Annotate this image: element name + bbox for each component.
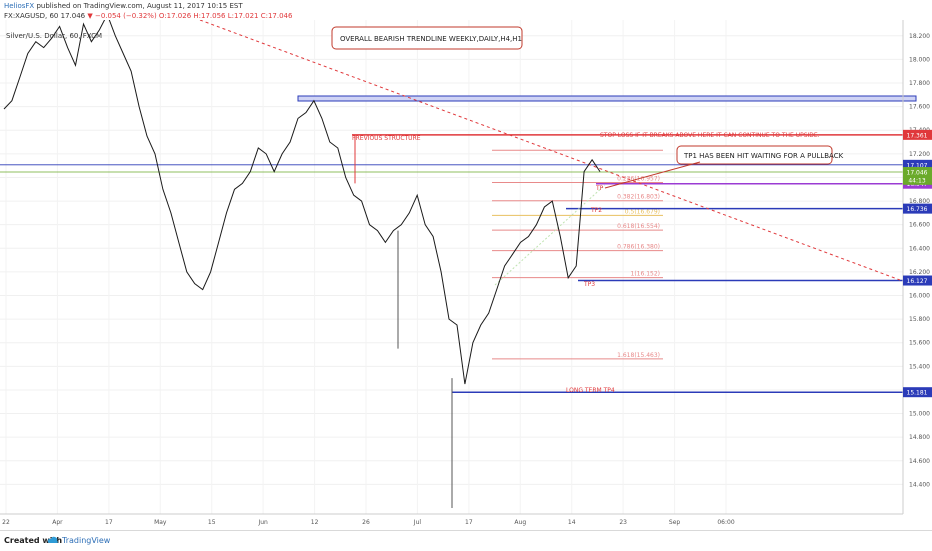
tp1-pointer [604, 161, 701, 189]
price-series [3, 20, 601, 385]
x-tick-label: 22 [2, 519, 10, 526]
price-tag-label: 15.181 [907, 390, 928, 397]
price-tag-label: 16.127 [907, 278, 928, 285]
x-tick-label: 26 [362, 519, 370, 526]
tp2-label: TP2 [590, 207, 602, 214]
x-tick-label: 15 [208, 519, 216, 526]
x-tick-label: 12 [311, 519, 319, 526]
fib-diagonal [494, 184, 606, 286]
price-chart[interactable]: 0.236(16.957)0.382(16.803)0.5(16.679)0.6… [0, 20, 932, 530]
y-tick-label: 15.600 [909, 340, 930, 347]
y-tick-label: 17.800 [909, 80, 930, 87]
created-with: Created with [4, 536, 63, 545]
y-tick-label: 16.400 [909, 245, 930, 252]
stop-loss-label: STOP LOSS IF IT BREAKS ABOVE HERE IT CAN… [600, 132, 820, 139]
fib-label: 0.382(16.803) [617, 194, 660, 201]
y-tick-label: 15.400 [909, 363, 930, 370]
x-tick-label: 14 [568, 519, 576, 526]
resistance-zone [297, 95, 917, 102]
series-title: Silver/U.S. Dollar, 60, FXCM [6, 32, 102, 40]
y-tick-label: 14.400 [909, 481, 930, 488]
fib-label: 0.618(16.554) [617, 223, 660, 230]
tp1-callout: TP1 HAS BEEN HIT WAITING FOR A PULLBACK [683, 152, 844, 160]
tradingview-brand[interactable]: TradingView [62, 536, 111, 545]
chart-header: HeliosFX published on TradingView.com, A… [0, 0, 932, 22]
trendline-callout: OVERALL BEARISH TRENDLINE WEEKLY,DAILY,H… [340, 35, 522, 43]
x-tick-label: Aug [514, 519, 526, 526]
long-term-tp-label: LONG TERM TP4 [566, 387, 615, 394]
footer: Created with TradingView [0, 530, 932, 551]
down-arrow-icon: ▼ [87, 12, 93, 20]
bearish-trendline [199, 20, 901, 281]
fib-label: 0.786(16.380) [617, 244, 660, 251]
price-tag-label: 17.046 [907, 170, 928, 177]
publish-info: published on TradingView.com, August 11,… [36, 2, 243, 10]
y-tick-label: 17.600 [909, 104, 930, 111]
x-tick-label: 17 [465, 519, 473, 526]
symbol-line: FX:XAGUSD, 60 17.046 ▼ −0.054 (−0.32%) O… [4, 12, 292, 21]
y-tick-label: 16.200 [909, 269, 930, 276]
fib-label: 1.618(15.463) [617, 352, 660, 359]
price-tag-label: 16.736 [907, 206, 928, 213]
previous-structure-label: PREVIOUS STRUCTURE [352, 135, 421, 142]
y-tick-label: 16.800 [909, 198, 930, 205]
y-tick-label: 18.200 [909, 33, 930, 40]
price-tag [903, 275, 932, 286]
y-tick-label: 15.800 [909, 316, 930, 323]
y-tick-label: 14.800 [909, 434, 930, 441]
price-tag [903, 159, 932, 170]
price-tag [903, 387, 932, 398]
price-tag [903, 167, 932, 178]
x-tick-label: May [154, 519, 167, 526]
fib-label: 1(16.152) [631, 271, 661, 278]
x-tick-label: 06:00 [717, 519, 734, 526]
y-tick-label: 16.000 [909, 293, 930, 300]
price-tag [903, 129, 932, 140]
trendline-callout-box [331, 26, 523, 50]
symbol: FX:XAGUSD, 60 [4, 12, 59, 20]
x-tick-label: Jun [257, 519, 268, 526]
countdown-tag [903, 174, 932, 185]
tradingview-cloud-icon [47, 536, 58, 543]
tp1-callout-box [676, 145, 833, 165]
y-tick-label: 16.600 [909, 222, 930, 229]
publish-line: HeliosFX published on TradingView.com, A… [4, 2, 243, 11]
y-tick-label: 18.000 [909, 56, 930, 63]
last-price: 17.046 [60, 12, 86, 20]
x-tick-label: Jul [413, 519, 422, 526]
x-tick-label: 23 [619, 519, 627, 526]
x-tick-label: Sep [669, 519, 681, 526]
tp-label: TP [595, 185, 604, 192]
price-tag [903, 203, 932, 214]
price-tag-label: 17.361 [907, 132, 928, 139]
price-tag-label: 17.107 [907, 162, 928, 169]
x-tick-label: 17 [105, 519, 113, 526]
price-change: −0.054 (−0.32%) [94, 12, 157, 20]
y-tick-label: 15.000 [909, 411, 930, 418]
x-tick-label: Apr [52, 519, 63, 526]
fib-label: 0.5(16.679) [625, 208, 660, 215]
tp3-label: TP3 [583, 281, 595, 288]
y-tick-label: 14.600 [909, 458, 930, 465]
countdown-tag-label: 44:13 [908, 177, 925, 184]
y-tick-label: 17.200 [909, 151, 930, 158]
ohlc-values: O:17.026 H:17.056 L:17.021 C:17.046 [158, 12, 293, 20]
author-link[interactable]: HeliosFX [4, 2, 35, 10]
